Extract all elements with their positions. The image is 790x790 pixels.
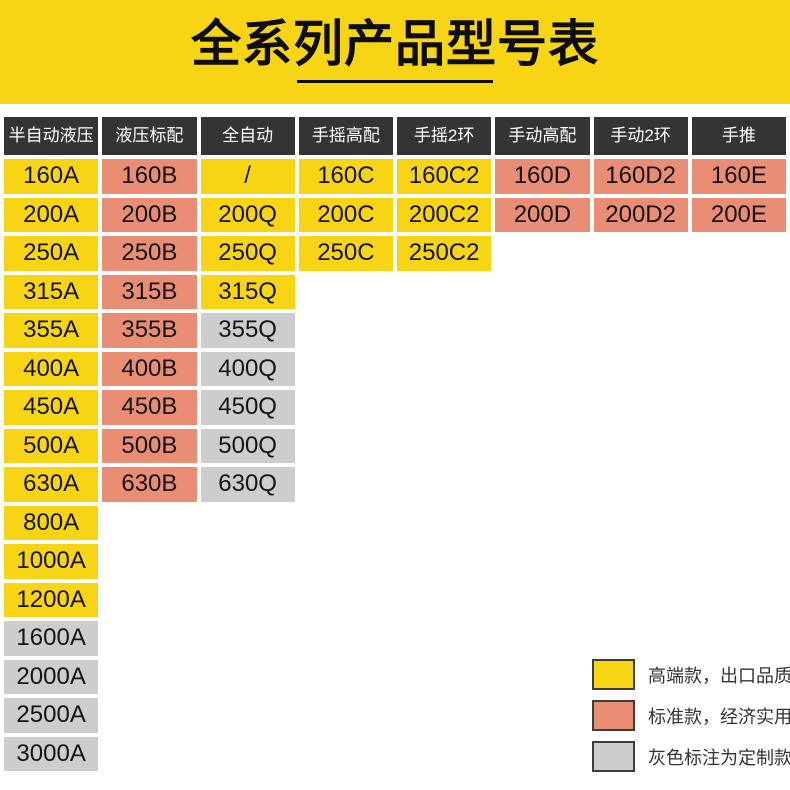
model-cell-2000A: 2000A <box>4 659 99 694</box>
model-cell-500A: 500A <box>4 428 99 463</box>
model-cell-200B: 200B <box>102 197 197 232</box>
model-cell-160C2: 160C2 <box>397 159 492 194</box>
model-cell-250A: 250A <box>4 236 99 271</box>
model-cell-250Q: 250Q <box>200 236 295 271</box>
model-cell-800A: 800A <box>4 505 99 540</box>
model-cell-250C: 250C <box>298 236 393 271</box>
table-column-7: 手动2环 160D2 200D2 <box>593 117 688 775</box>
model-cell-315B: 315B <box>102 274 197 309</box>
model-cell-2500A: 2500A <box>4 698 99 733</box>
column-header: 手摇2环 <box>397 117 492 155</box>
model-cell-200E: 200E <box>691 197 786 232</box>
model-cell-200D: 200D <box>495 197 590 232</box>
legend-label: 高端款，出口品质 <box>648 665 790 686</box>
table-column-3: 全自动 /200Q 250Q 315Q 355Q 400Q 450Q 500Q 630Q <box>200 117 295 775</box>
title-underline <box>297 80 493 83</box>
model-cell-160A: 160A <box>4 159 99 194</box>
model-cell-450A: 450A <box>4 390 99 425</box>
page-title: 全系列产品型号表 <box>191 16 599 72</box>
table-column-8: 手推 160E 200E <box>691 117 786 775</box>
legend-label: 标准款，经济实用 <box>648 706 790 727</box>
legend-label: 灰色标注为定制款 <box>648 747 790 768</box>
model-table: 半自动液压 160A 200A 250A 315A 355A 400A 450A 500A 630… <box>4 117 786 775</box>
column-header: 手摇高配 <box>298 117 393 155</box>
legend-item: 高端款，出口品质 <box>592 659 790 690</box>
model-cell-500B: 500B <box>102 428 197 463</box>
column-header: 全自动 <box>200 117 295 155</box>
table-column-2: 液压标配 160B 200B 250B 315B 355B 400B 450B 500B 630B <box>102 117 197 775</box>
model-cell-200C2: 200C2 <box>397 197 492 232</box>
model-cell-450B: 450B <box>102 390 197 425</box>
model-cell-160C: 160C <box>298 159 393 194</box>
model-cell-400A: 400A <box>4 351 99 386</box>
legend-item: 标准款，经济实用 <box>592 700 790 731</box>
legend-swatch-yellow <box>592 659 635 690</box>
legend-item: 灰色标注为定制款 <box>592 741 790 772</box>
model-cell-1000A: 1000A <box>4 544 99 579</box>
model-cell-160E: 160E <box>691 159 786 194</box>
model-cell-630B: 630B <box>102 467 197 502</box>
legend-swatch-salmon <box>592 700 635 731</box>
model-cell-400B: 400B <box>102 351 197 386</box>
model-cell-250C2: 250C2 <box>397 236 492 271</box>
model-cell-355B: 355B <box>102 313 197 348</box>
model-cell-200D2: 200D2 <box>593 197 688 232</box>
model-cell-160B: 160B <box>102 159 197 194</box>
table-column-4: 手摇高配 160C 200C 250C <box>298 117 393 775</box>
model-cell-160D2: 160D2 <box>593 159 688 194</box>
table-column-6: 手动高配 160D 200D <box>495 117 590 775</box>
legend-swatch-gray <box>592 741 635 772</box>
model-cell-500Q: 500Q <box>200 428 295 463</box>
model-cell-400Q: 400Q <box>200 351 295 386</box>
model-cell-250B: 250B <box>102 236 197 271</box>
model-cell-315A: 315A <box>4 274 99 309</box>
column-header: 液压标配 <box>102 117 197 155</box>
model-cell-200Q: 200Q <box>200 197 295 232</box>
model-cell-160D: 160D <box>495 159 590 194</box>
column-header: 手动2环 <box>593 117 688 155</box>
model-cell-355A: 355A <box>4 313 99 348</box>
model-cell-450Q: 450Q <box>200 390 295 425</box>
column-header: 半自动液压 <box>4 117 99 155</box>
model-cell-630Q: 630Q <box>200 467 295 502</box>
model-cell-3000A: 3000A <box>4 736 99 771</box>
legend: 高端款，出口品质 标准款，经济实用 灰色标注为定制款 <box>592 659 790 782</box>
model-cell-200C: 200C <box>298 197 393 232</box>
model-cell-1600A: 1600A <box>4 621 99 656</box>
model-cell-315Q: 315Q <box>200 274 295 309</box>
model-cell-200A: 200A <box>4 197 99 232</box>
model-cell-355Q: 355Q <box>200 313 295 348</box>
table-column-1: 半自动液压 160A 200A 250A 315A 355A 400A 450A 500A 630… <box>4 117 99 775</box>
model-cell-630A: 630A <box>4 467 99 502</box>
column-header: 手推 <box>691 117 786 155</box>
column-header: 手动高配 <box>495 117 590 155</box>
model-cell-/: / <box>200 159 295 194</box>
model-cell-1200A: 1200A <box>4 582 99 617</box>
banner: 全系列产品型号表 <box>0 0 790 104</box>
table-column-5: 手摇2环 160C2 200C2 250C2 <box>397 117 492 775</box>
